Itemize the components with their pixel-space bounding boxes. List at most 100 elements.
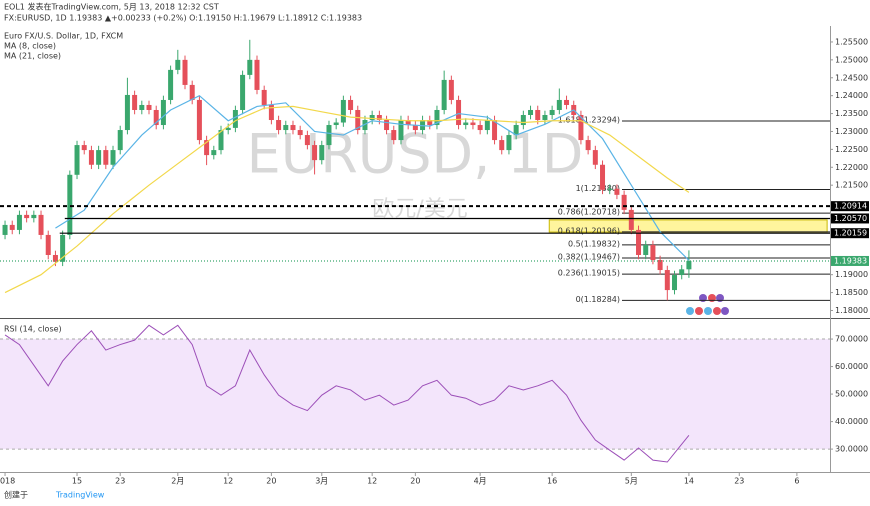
level-label: 1.20159 [834, 229, 867, 238]
candle-body [664, 270, 670, 291]
candle-body [355, 109, 361, 131]
fib-label: 0.618(1.20196) [558, 226, 620, 235]
candle-body [398, 120, 404, 141]
candle-body [448, 79, 454, 100]
candle-body [312, 145, 318, 161]
rsi-line [4, 324, 690, 463]
candle-body [420, 120, 426, 131]
candle-body [585, 140, 591, 151]
candle-body [204, 140, 210, 156]
candle-body [297, 130, 303, 136]
candle-body [535, 109, 541, 121]
event-icons [686, 294, 729, 315]
instrument-name: Euro FX/U.S. Dollar, 1D, FXCM [4, 32, 123, 41]
symbol-line: FX:EURUSD, 1D 1.19383 ▲+0.00233 (+0.2%) … [4, 14, 362, 23]
candle-body [52, 254, 58, 262]
candle-body [168, 69, 174, 100]
candle-body [578, 115, 584, 141]
x-tick-label: 2月 [171, 477, 184, 486]
candle-body [31, 214, 37, 219]
candle-body [103, 150, 109, 165]
candle-body [16, 214, 22, 230]
candle-body [276, 120, 282, 131]
candle-body [240, 74, 246, 110]
fib-label: 0.382(1.19467) [558, 252, 620, 261]
candle-body [513, 125, 519, 136]
rsi-title: RSI (14, close) [4, 325, 62, 334]
moving-average [4, 105, 690, 294]
y-tick-label: 1.18000 [835, 306, 868, 315]
y-tick-label: 1.25000 [835, 55, 868, 64]
candle-body [247, 59, 253, 75]
x-tick-label: 12 [223, 477, 233, 486]
candle-body [218, 130, 224, 151]
candle-body [175, 59, 181, 70]
footer-brand[interactable]: TradingView [55, 491, 105, 500]
candle-body [182, 59, 188, 85]
y-tick-label: 1.24000 [835, 91, 868, 100]
candle-body [657, 260, 663, 271]
candle-body [614, 188, 620, 195]
y-tick-label: 30.0000 [835, 445, 868, 454]
candle-body [268, 104, 274, 121]
level-box [831, 213, 869, 224]
y-tick-label: 1.24500 [835, 73, 868, 82]
candle-body [45, 234, 51, 255]
x-tick-label: 6 [794, 477, 799, 486]
candle-body [672, 275, 678, 291]
candle-body [463, 122, 469, 126]
y-tick-label: 60.0000 [835, 362, 868, 371]
candle-body [528, 109, 534, 115]
fib-label: 0(1.18284) [576, 295, 620, 304]
level-label: 1.19383 [834, 256, 867, 265]
y-tick-label: 1.19000 [835, 270, 868, 279]
level-label: 1.20914 [834, 202, 867, 211]
candle-body [427, 120, 433, 126]
candle-body [319, 145, 325, 161]
candle-body [160, 99, 166, 126]
candle-body [412, 125, 418, 131]
candle-body [636, 229, 642, 255]
y-tick-label: 1.22500 [835, 145, 868, 154]
candle-body [81, 145, 87, 151]
fib-label: 0.5(1.19832) [568, 239, 620, 248]
candle-body [283, 125, 289, 131]
candle-body [110, 150, 116, 165]
candle-body [60, 234, 66, 262]
candle-body [196, 99, 202, 141]
candle-body [9, 224, 15, 230]
candle-body [254, 59, 260, 90]
candle-body [232, 109, 238, 128]
y-tick-label: 1.23500 [835, 109, 868, 118]
candle-body [153, 109, 159, 126]
y-tick-label: 1.23000 [835, 127, 868, 136]
candle-body [38, 214, 44, 235]
candle-body [499, 140, 505, 151]
candle-body [340, 99, 346, 123]
candle-body [261, 89, 267, 105]
candle-body [434, 109, 440, 126]
x-tick-label: 14 [684, 477, 694, 486]
candle-body [67, 174, 73, 235]
candle-body [124, 94, 130, 131]
candle-body [333, 122, 339, 126]
y-tick-label: 50.0000 [835, 390, 868, 399]
publisher-line: EOL1 发表在TradingView.com, 5月 13, 2018 12:… [4, 2, 219, 12]
candle-body [549, 109, 555, 115]
candle-body [607, 188, 613, 190]
candle-body [520, 115, 526, 126]
candle-body [679, 269, 685, 276]
candle-body [376, 115, 382, 121]
candle-body [362, 120, 368, 131]
x-tick-label: 20 [266, 477, 276, 486]
legend-entry: MA (8, close) [4, 42, 56, 51]
candle-body [211, 150, 217, 156]
candle-body [74, 145, 80, 175]
x-tick-label: 20 [410, 477, 420, 486]
candle-body [146, 104, 152, 110]
candle-body [189, 84, 195, 100]
y-tick-label: 1.21500 [835, 181, 868, 190]
x-tick-label: 16 [547, 477, 557, 486]
x-tick-label: 15 [72, 477, 82, 486]
